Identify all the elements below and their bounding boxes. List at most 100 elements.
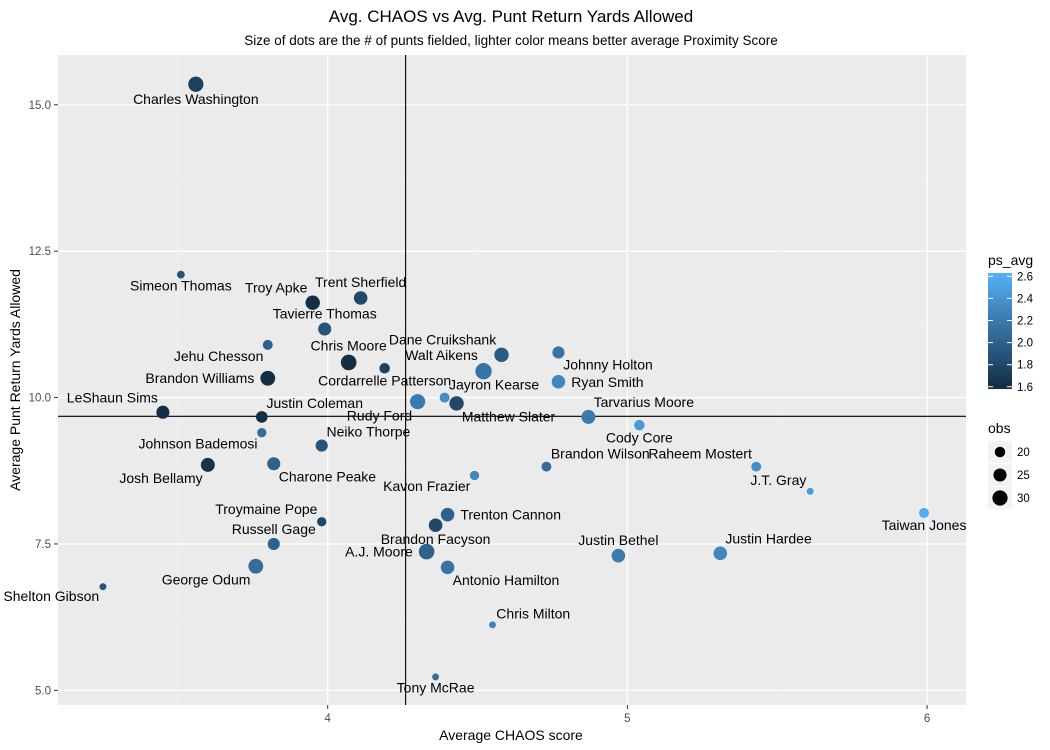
point-label: Kavon Frazier: [383, 478, 470, 494]
point-label: A.J. Moore: [345, 544, 413, 560]
size-legend-keys: 20 25 30: [988, 441, 1030, 509]
point-label: Johnny Holton: [563, 357, 653, 373]
color-bar-label: 2.2: [1017, 316, 1033, 328]
point-label: Dane Cruikshank: [389, 332, 497, 348]
scatter-point: [611, 548, 626, 563]
point-label: Troymaine Pope: [215, 501, 317, 517]
point-label: Justin Hardee: [725, 531, 812, 547]
point-label: Matthew Slater: [462, 409, 556, 425]
point-label: Tony McRae: [397, 679, 475, 695]
scatter-point: [267, 537, 280, 551]
scatter-point: [340, 354, 357, 371]
y-tick-label: 10.0: [29, 393, 51, 405]
point-label: Ryan Smith: [571, 374, 643, 390]
point-label: Chris Milton: [496, 605, 570, 621]
color-bar: [988, 273, 1012, 389]
y-tick-label: 5.0: [35, 685, 51, 697]
point-label: Troy Apke: [245, 280, 308, 296]
point-label: Brandon Williams: [145, 370, 254, 386]
point-label: Russell Gage: [232, 521, 316, 537]
size-legend-dot: [993, 468, 1007, 482]
scatter-point: [713, 546, 728, 561]
point-label: Cordarrelle Patterson: [318, 373, 451, 389]
y-tick-label: 12.5: [29, 246, 51, 258]
color-bar-label: 2.6: [1017, 271, 1033, 283]
color-bar-label: 1.8: [1017, 360, 1033, 372]
scatter-point: [440, 507, 455, 522]
scatter-point: [751, 461, 762, 472]
point-label: Brandon Wilson: [551, 446, 650, 462]
data-points: [99, 76, 930, 681]
point-label: Trent Sherfield: [315, 274, 406, 290]
scatter-point: [552, 346, 565, 359]
color-legend-title: ps_avg: [988, 252, 1033, 268]
point-label: Antonio Hamilton: [453, 572, 560, 588]
point-label: Neiko Thorpe: [327, 424, 411, 440]
point-label: George Odum: [162, 572, 251, 588]
point-label: Walt Aikens: [405, 347, 478, 363]
scatter-point: [262, 339, 273, 350]
color-bar-label: 1.6: [1017, 382, 1033, 394]
scatter-point: [317, 517, 327, 527]
size-legend-label: 30: [1017, 493, 1030, 505]
legend: ps_avg 2.6 2.4 2.2 2.0 1.8 1.6 obs 20 25 30: [988, 252, 1034, 509]
point-label: Brandon Facyson: [381, 531, 491, 547]
point-labels: Charles Washington Simeon Thomas Troy Apke…: [3, 91, 966, 695]
scatter-point: [475, 363, 492, 380]
scatter-point: [255, 411, 268, 423]
chart-title: Avg. CHAOS vs Avg. Punt Return Yards All…: [329, 7, 693, 26]
point-label: Jayron Kearse: [449, 377, 539, 393]
scatter-point: [188, 76, 204, 92]
size-legend-dot: [994, 446, 1006, 458]
point-label: Johnson Bademosi: [138, 435, 257, 451]
scatter-point: [634, 419, 645, 431]
point-label: LeShaun Sims: [67, 390, 158, 406]
color-bar-ticks: 2.6 2.4 2.2 2.0 1.8 1.6: [988, 271, 1034, 394]
scatter-point: [410, 394, 426, 410]
scatter-point: [581, 409, 596, 424]
scatter-point: [439, 392, 450, 403]
scatter-point: [200, 457, 215, 472]
scatter-point: [156, 405, 170, 419]
scatter-point: [379, 363, 390, 374]
color-bar-label: 2.4: [1017, 293, 1034, 305]
scatter-point: [541, 461, 552, 472]
point-label: Jehu Chesson: [174, 348, 264, 364]
scatter-point: [257, 428, 267, 438]
scatter-point: [248, 558, 264, 574]
chart-subtitle: Size of dots are the # of punts fielded,…: [244, 33, 778, 48]
point-label: Josh Bellamy: [119, 470, 202, 486]
scatter-point: [449, 396, 464, 411]
scatter-point: [176, 270, 185, 279]
point-label: Chris Moore: [311, 338, 387, 354]
point-label: Tavierre Thomas: [273, 306, 377, 322]
point-label: Shelton Gibson: [3, 588, 99, 604]
scatter-point: [428, 518, 443, 532]
scatter-point: [353, 291, 368, 305]
axis-ticks: 4 5 6 5.0 7.5 10.0 12.5 15.0: [29, 100, 931, 725]
scatter-point: [315, 439, 328, 452]
x-tick-label: 4: [324, 713, 331, 725]
size-legend-dot: [992, 490, 1008, 506]
plot-panel: [58, 55, 966, 705]
point-label: Simeon Thomas: [130, 277, 232, 293]
point-label: Trenton Cannon: [460, 507, 561, 523]
point-label: Charone Peake: [279, 468, 377, 484]
scatter-point: [469, 470, 480, 481]
point-label: Justin Bethel: [578, 532, 658, 548]
point-label: Justin Coleman: [267, 395, 364, 411]
scatter-point: [440, 560, 455, 575]
x-tick-label: 5: [624, 713, 630, 725]
y-axis-label: Average Punt Return Yards Allowed: [7, 269, 23, 491]
color-bar-label: 2.0: [1017, 338, 1033, 350]
point-label: Cody Core: [606, 429, 673, 445]
scatter-point: [432, 673, 440, 681]
size-legend-label: 25: [1017, 470, 1030, 482]
x-axis-label: Average CHAOS score: [439, 727, 583, 743]
scatter-point: [919, 507, 930, 518]
grid-lines: [58, 55, 966, 705]
point-label: Raheem Mostert: [648, 446, 752, 462]
x-tick-label: 6: [924, 713, 930, 725]
scatter-point: [806, 487, 814, 495]
